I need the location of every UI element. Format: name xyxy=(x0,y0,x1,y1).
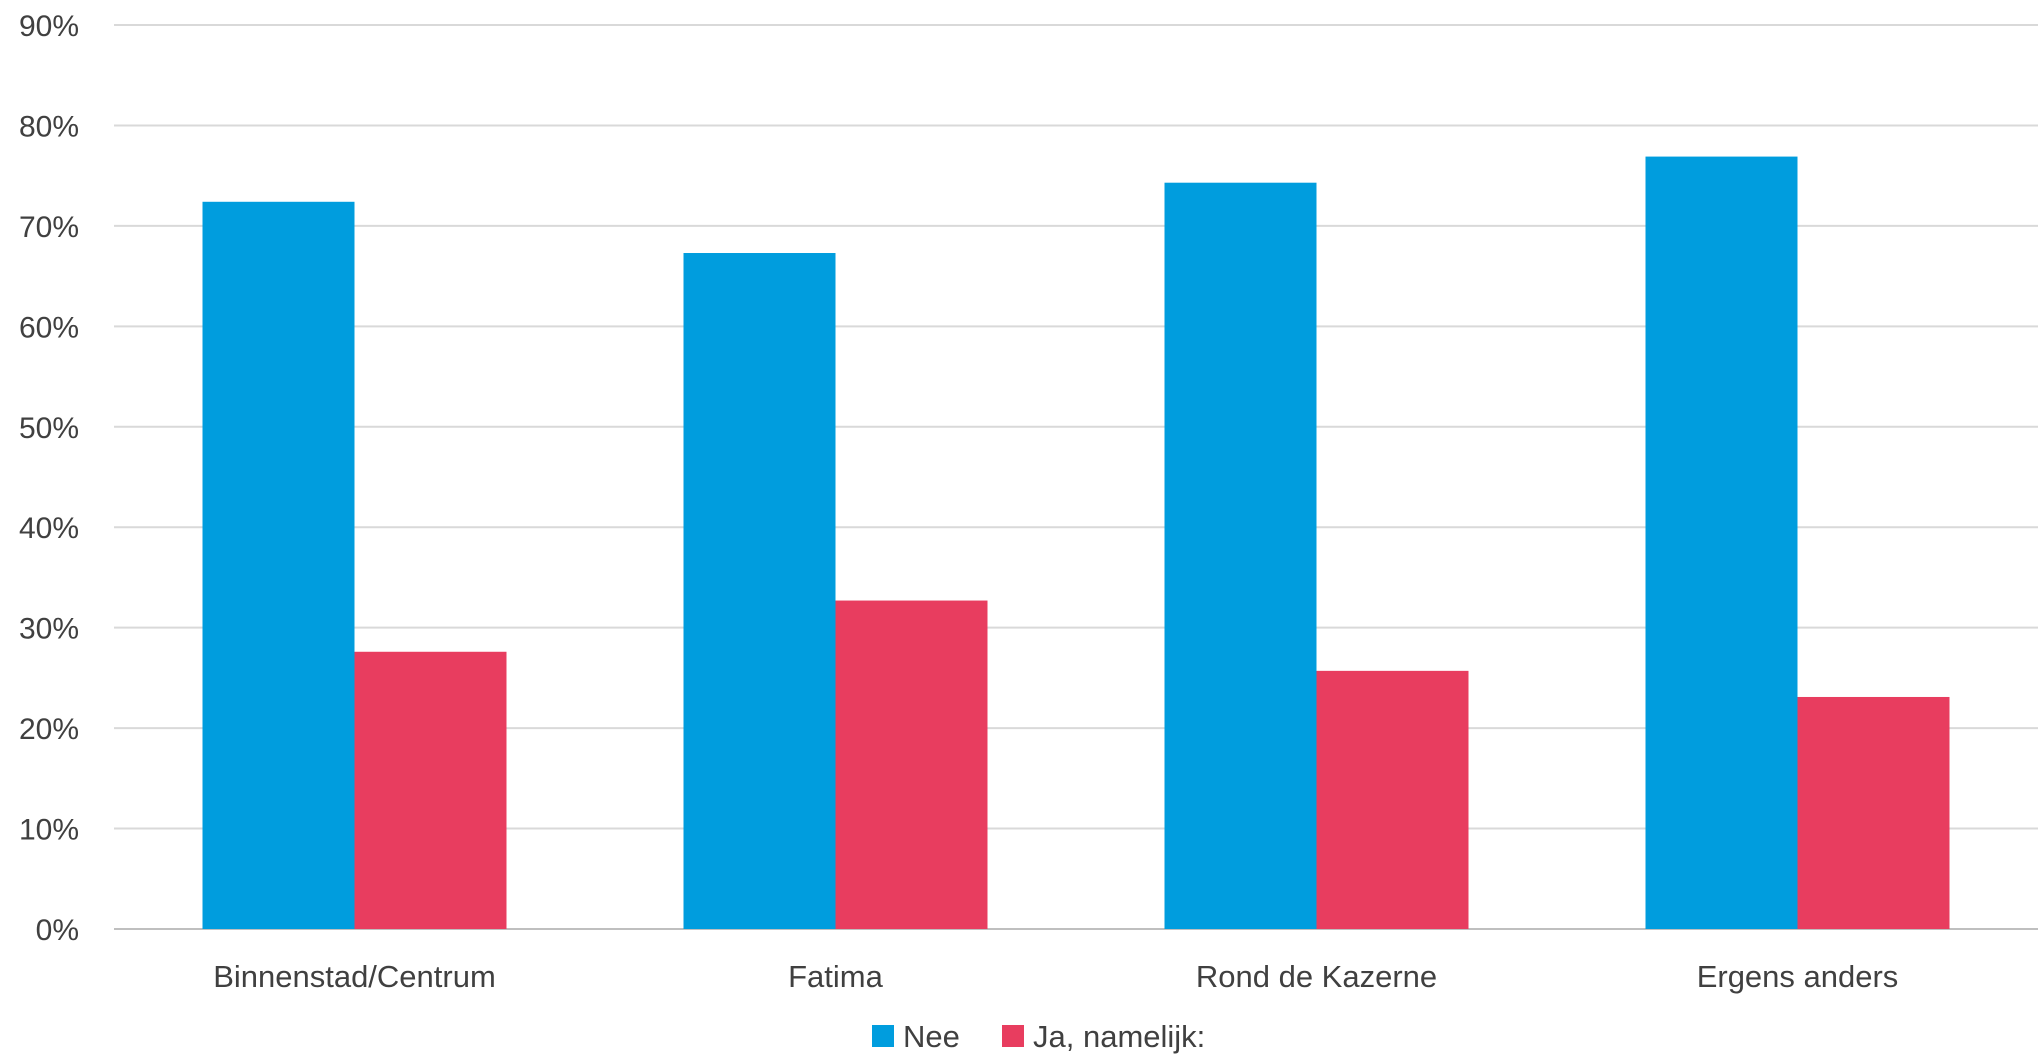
x-category-label: Fatima xyxy=(788,959,884,994)
bar-ja xyxy=(1316,670,1469,929)
y-tick-label: 10% xyxy=(19,814,79,847)
y-tick-label: 80% xyxy=(19,110,79,143)
legend-label: Nee xyxy=(903,1019,960,1054)
bar-ja xyxy=(354,651,507,929)
legend-swatch xyxy=(872,1025,894,1047)
x-category-label: Ergens anders xyxy=(1697,959,1899,994)
x-category-label: Rond de Kazerne xyxy=(1196,959,1437,994)
bar-nee xyxy=(1645,156,1798,930)
legend-swatch xyxy=(1002,1025,1024,1047)
y-tick-label: 20% xyxy=(19,713,79,746)
bar-nee xyxy=(202,201,355,929)
y-tick-label: 60% xyxy=(19,311,79,344)
y-tick-label: 30% xyxy=(19,613,79,646)
bar-nee xyxy=(683,253,836,929)
bar-nee xyxy=(1164,182,1317,930)
y-tick-label: 50% xyxy=(19,412,79,445)
y-tick-label: 90% xyxy=(19,10,79,43)
legend-label: Ja, namelijk: xyxy=(1033,1019,1205,1054)
x-axis-category-labels: Binnenstad/Centrum Fatima Rond de Kazerne E… xyxy=(213,959,1898,994)
legend: Nee Ja, namelijk: xyxy=(872,1019,1205,1054)
bars xyxy=(202,156,1950,930)
y-axis-tick-labels: 0% 10% 20% 30% 40% 50% 60% 70% 80% 90% xyxy=(19,10,79,947)
y-tick-label: 40% xyxy=(19,512,79,545)
bar-ja xyxy=(1797,696,1950,929)
bar-ja xyxy=(835,600,988,929)
x-category-label: Binnenstad/Centrum xyxy=(213,959,496,994)
y-tick-label: 70% xyxy=(19,211,79,244)
y-tick-label: 0% xyxy=(36,914,79,947)
